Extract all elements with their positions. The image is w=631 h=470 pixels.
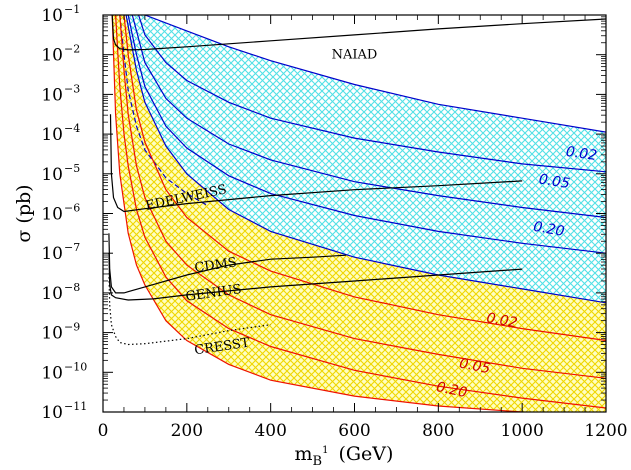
series-line-5 — [125, 15, 606, 304]
series-line-14 — [108, 253, 523, 301]
band-1 — [126, 15, 606, 303]
band-2 — [112, 15, 606, 412]
y-tick-exponent: −11 — [64, 400, 87, 413]
series-line-10 — [111, 15, 548, 412]
x-tick-label: 1200 — [584, 421, 627, 441]
y-tick-label: 10 — [41, 165, 63, 185]
band-layer — [112, 15, 606, 412]
y-tick-label: 10 — [41, 125, 63, 145]
series-line-11 — [111, 15, 606, 51]
experiment-label: CDMS — [194, 255, 238, 276]
y-tick-exponent: −7 — [64, 241, 80, 254]
series-line-15 — [108, 273, 271, 346]
series-line-6 — [119, 15, 209, 207]
x-tick-label: 0 — [98, 421, 109, 441]
label-layer: NAIADEDELWEISSCDMSGENIUSCRESST0.020.050.… — [144, 48, 598, 402]
x-tick-label: 1000 — [501, 421, 544, 441]
y-tick-label: 10 — [41, 324, 63, 344]
y-tick-label: 10 — [41, 85, 63, 105]
y-tick-label: 10 — [41, 284, 63, 304]
y-axis-title: σ (pb) — [13, 184, 35, 242]
y-tick-exponent: −10 — [64, 360, 87, 373]
series-line-4 — [127, 15, 606, 254]
series-line-8 — [119, 15, 606, 379]
y-tick-label: 10 — [41, 46, 63, 66]
series-line-9 — [115, 15, 606, 409]
series-line-12 — [109, 114, 523, 213]
band-value-label: 0.20 — [435, 379, 469, 401]
band-value-label: 0.05 — [538, 171, 571, 192]
y-tick-exponent: −8 — [64, 281, 80, 294]
x-tick-label: 400 — [254, 421, 286, 441]
series-line-7 — [123, 15, 606, 342]
y-tick-exponent: −5 — [64, 162, 80, 175]
experiment-label: NAIAD — [332, 48, 378, 63]
band-value-label: 0.05 — [458, 356, 492, 378]
y-tick-exponent: −3 — [64, 82, 80, 95]
y-tick-exponent: −4 — [64, 122, 80, 135]
x-tick-label: 800 — [422, 421, 454, 441]
y-tick-exponent: −1 — [64, 3, 80, 16]
y-tick-label: 10 — [41, 205, 63, 225]
y-tick-exponent: −9 — [64, 321, 80, 334]
y-tick-label: 10 — [41, 403, 63, 423]
series-line-3 — [131, 15, 606, 219]
y-tick-label: 10 — [41, 244, 63, 264]
y-tick-label: 10 — [41, 6, 63, 26]
curve-layer — [108, 15, 606, 412]
x-tick-label: 200 — [171, 421, 203, 441]
x-axis-title: mB1 (GeV) — [295, 443, 394, 469]
x-tick-label: 600 — [338, 421, 370, 441]
series-line-13 — [108, 233, 347, 294]
band-value-label: 0.20 — [532, 219, 566, 240]
band-value-label: 0.02 — [485, 310, 519, 331]
axis-titles: mB1 (GeV) σ (pb) — [13, 184, 393, 469]
y-tick-exponent: −6 — [64, 202, 80, 215]
y-tick-label: 10 — [41, 363, 63, 383]
band-value-label: 0.02 — [565, 144, 598, 164]
y-tick-exponent: −2 — [64, 43, 80, 56]
series-line-1 — [144, 15, 606, 133]
